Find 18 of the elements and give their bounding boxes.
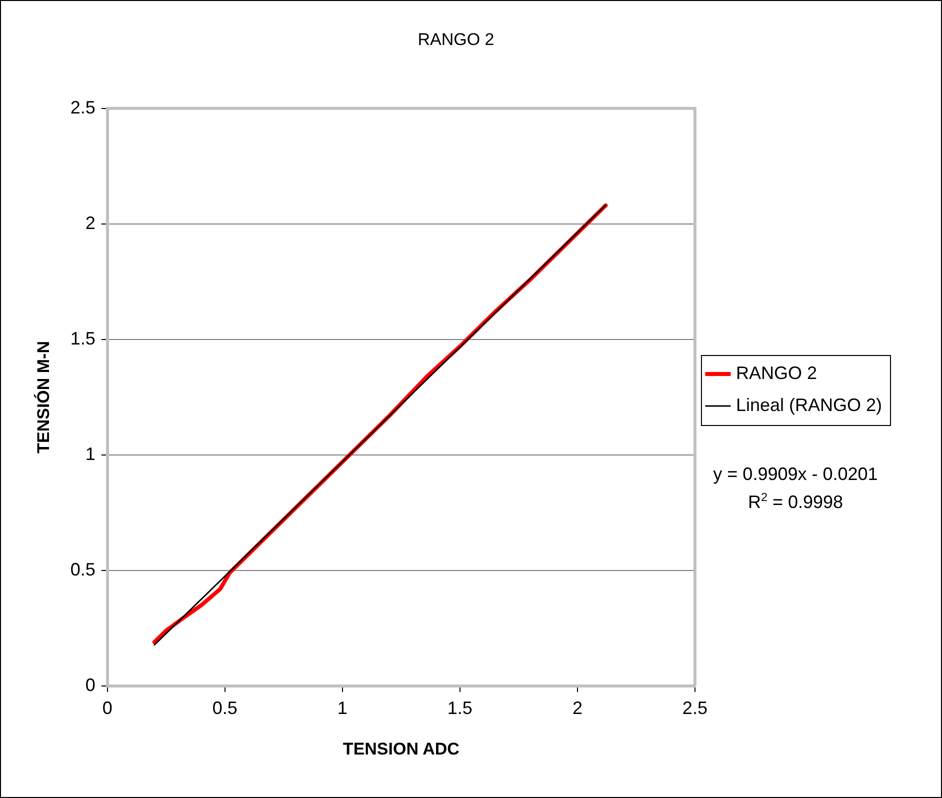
x-tick-label: 1.5 [447,698,472,718]
x-tick-label: 1 [337,698,348,718]
x-axis-title: TENSION ADC [342,739,460,758]
legend-label: RANGO 2 [736,362,817,383]
y-axis-title: TENSIÓN M-N [32,341,53,454]
x-tick-label: 0.5 [212,698,238,718]
y-tick-label: 2.5 [70,97,96,118]
y-tick-label: 0.5 [70,559,96,580]
text: y = 0.9909x - 0.0201 [713,464,878,484]
x-tick-label: 0 [102,698,112,718]
legend-label: Lineal (RANGO 2) [736,394,882,415]
y-tick-label: 2 [85,212,96,233]
y-tick-label: 0 [85,674,96,695]
x-tick-label: 2 [572,698,582,718]
chart-title: RANGO 2 [418,30,494,49]
x-tick-label: 2.5 [682,698,708,718]
y-tick-label: 1 [85,444,96,464]
y-tick-label: 1.5 [70,328,96,348]
